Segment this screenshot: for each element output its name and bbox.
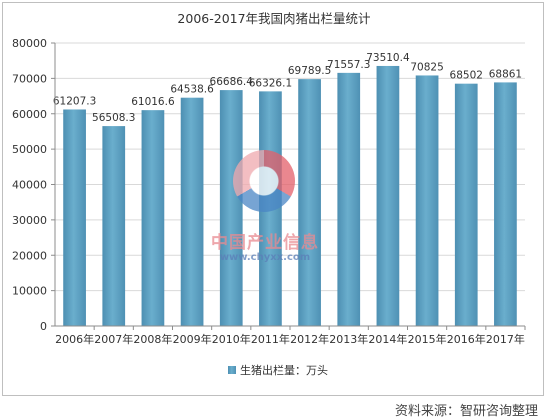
x-tick-label: 2009年 xyxy=(173,332,212,346)
watermark-logo-icon xyxy=(233,150,295,212)
y-tick-label: 50000 xyxy=(12,143,47,156)
y-tick-label: 0 xyxy=(40,320,47,333)
watermark: 中国产业信息 www.chyxx.com xyxy=(195,150,335,270)
x-tick-label: 2016年 xyxy=(447,332,486,346)
data-label: 71557.3 xyxy=(327,59,370,71)
bar xyxy=(180,97,204,326)
y-tick-label: 20000 xyxy=(12,249,47,262)
bar xyxy=(494,82,517,327)
y-tick-label: 30000 xyxy=(12,214,47,227)
bar xyxy=(337,72,361,326)
data-label: 68861 xyxy=(489,68,522,80)
bar-chart: 61207.3 56508.3 61016.664538.666686.466326… xyxy=(12,37,526,377)
bar xyxy=(219,90,243,326)
y-tick-label: 60000 xyxy=(12,108,47,121)
x-tick-label: 2006年 xyxy=(55,332,94,346)
x-tick-label: 2012年 xyxy=(290,332,329,346)
bar xyxy=(141,110,165,326)
data-label: 73510.4 xyxy=(366,52,410,64)
y-tick-label: 10000 xyxy=(12,285,47,298)
data-label: 68502 xyxy=(450,70,483,82)
chart-frame xyxy=(2,2,544,396)
y-tick-label: 70000 xyxy=(12,72,47,85)
bar xyxy=(63,109,86,326)
data-label: 66686.4 xyxy=(210,76,254,88)
x-tick-label: 2007年 xyxy=(94,332,133,346)
source-note: 资料来源：智研咨询整理 xyxy=(394,404,538,419)
x-tick-label: 2017年 xyxy=(486,332,525,346)
bar xyxy=(454,83,478,327)
bar xyxy=(102,126,126,326)
x-tick-label: 2011年 xyxy=(251,332,290,346)
legend-swatch xyxy=(228,366,236,374)
data-label: 64538.6 xyxy=(170,84,214,96)
y-tick-label: 80000 xyxy=(12,37,47,50)
bar xyxy=(376,65,400,326)
bar xyxy=(415,75,439,326)
data-label: 66326.1 xyxy=(249,77,292,89)
y-tick-label: 40000 xyxy=(12,179,47,192)
data-label: 61016.6 xyxy=(131,96,175,108)
x-tick-label: 2014年 xyxy=(368,332,407,346)
x-tick-label: 2008年 xyxy=(133,332,172,346)
chart-title: 2006-2017年我国肉猪出栏量统计 xyxy=(177,11,371,26)
watermark-url: www.chyxx.com xyxy=(219,252,311,263)
bar xyxy=(298,79,321,326)
data-label: 61207.3 xyxy=(53,95,96,107)
watermark-name: 中国产业信息 xyxy=(211,233,319,253)
x-tick-label: 2013年 xyxy=(329,332,368,346)
x-tick-label: 2010年 xyxy=(212,332,251,346)
legend-label: 生猪出栏量：万头 xyxy=(240,363,328,377)
data-label: 70825 xyxy=(410,61,443,73)
data-label: 69789.5 xyxy=(288,65,331,77)
x-tick-label: 2015年 xyxy=(408,332,447,346)
data-label: 56508.3 xyxy=(92,112,135,124)
